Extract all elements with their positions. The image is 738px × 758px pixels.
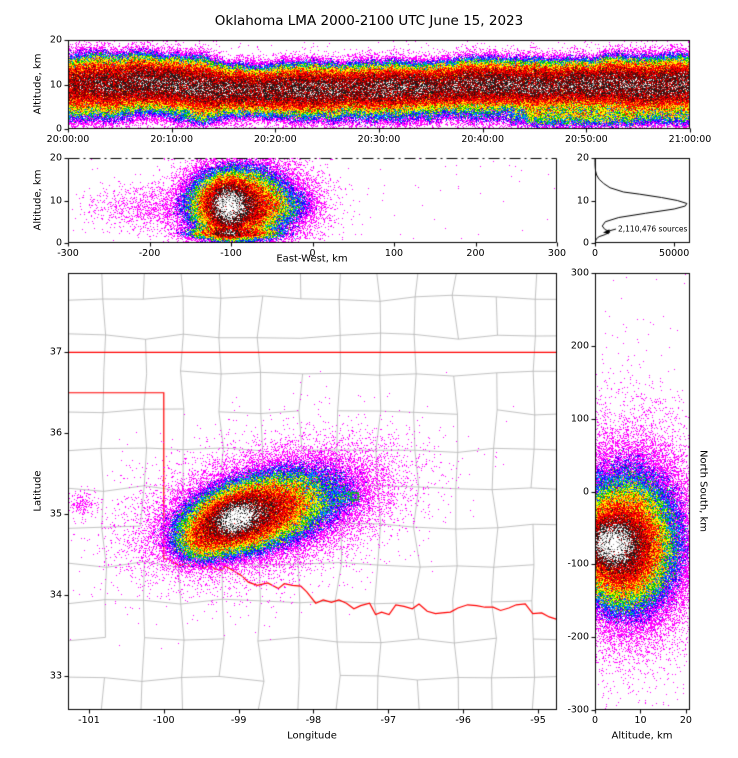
plan-ytick-label: 33 (49, 670, 62, 682)
plan-ytick-label: 36 (49, 427, 62, 439)
time_height-xtick-label: 21:00:00 (668, 134, 712, 145)
plan-ytick-label: 35 (49, 508, 62, 520)
ns_height-ytick-label: 300 (570, 267, 589, 279)
ns_height-ytick-label: 100 (570, 413, 589, 425)
plan-xtick-label: -100 (153, 715, 175, 726)
plan-xtick-label: -98 (305, 715, 322, 726)
plan-xtick-label: -101 (78, 715, 100, 726)
time-panel-ylabel: Altitude, km (32, 53, 44, 115)
ew_height-ytick-label: 10 (49, 195, 62, 206)
plan-xtick-label: -95 (530, 715, 546, 726)
ns-panel-ylabel: North South, km (697, 449, 709, 533)
histogram-ytick-label: 10 (576, 195, 589, 206)
ew_height-xtick-label: -100 (220, 248, 242, 259)
ew_height-ytick-label: 0 (55, 237, 62, 249)
ew_height-xtick-label: 200 (466, 248, 485, 259)
plan-xtick-label: -96 (455, 715, 471, 726)
ns_height-ytick-label: 200 (570, 340, 589, 352)
ns_height-xtick-label: 20 (679, 715, 692, 726)
histogram-xtick-label: 50000 (659, 248, 690, 259)
time_height-xtick-label: 20:20:00 (253, 134, 297, 145)
time_height-xtick-label: 20:30:00 (357, 134, 401, 145)
plan-xtick-label: -97 (380, 715, 397, 726)
time_height-ytick-label: 10 (49, 79, 62, 90)
ns_height-ytick-label: 0 (582, 486, 589, 497)
ns_height-ytick-label: -200 (567, 631, 589, 643)
time_height-xtick-label: 20:50:00 (564, 134, 608, 145)
time_height-xtick-label: 20:10:00 (150, 134, 193, 145)
ns_height-xtick-label: 10 (634, 715, 647, 726)
ew_height-xtick-label: 300 (547, 248, 567, 259)
ew-panel-xlabel: East-West, km (276, 253, 348, 265)
ew_height-xtick-label: -200 (138, 248, 161, 259)
ew_height-xtick-label: -300 (57, 248, 79, 259)
time_height-ytick-label: 20 (49, 34, 62, 46)
plot-title: Oklahoma LMA 2000-2100 UTC June 15, 2023 (214, 13, 524, 29)
time_height-ytick-label: 0 (55, 123, 62, 135)
ew_height-ytick-label: 20 (49, 152, 62, 164)
plan-xtick-label: -99 (230, 715, 247, 726)
ns-panel-xlabel: Altitude, km (611, 730, 673, 742)
time_height-xtick-label: 20:40:00 (461, 134, 504, 145)
time_height-xtick-label: 20:00:00 (46, 134, 90, 145)
ew_height-xtick-label: 100 (384, 248, 404, 259)
ns_height-ytick-label: -300 (567, 704, 589, 716)
plan-ytick-label: 34 (49, 589, 62, 601)
histogram-ytick-label: 20 (576, 152, 589, 164)
map-ylabel: Latitude (32, 470, 44, 512)
histogram-ytick-label: 0 (582, 237, 589, 249)
ns_height-xtick-label: 0 (591, 715, 599, 726)
ew-panel-ylabel: Altitude, km (32, 169, 44, 231)
histogram-xtick-label: 0 (591, 248, 599, 259)
plan-ytick-label: 37 (49, 346, 62, 358)
ns_height-ytick-label: -100 (567, 558, 589, 570)
map-xlabel: Longitude (287, 730, 337, 742)
source-count-annotation: 2,110,476 sources (618, 224, 688, 234)
ew_height-xtick-label: 0 (309, 248, 316, 259)
